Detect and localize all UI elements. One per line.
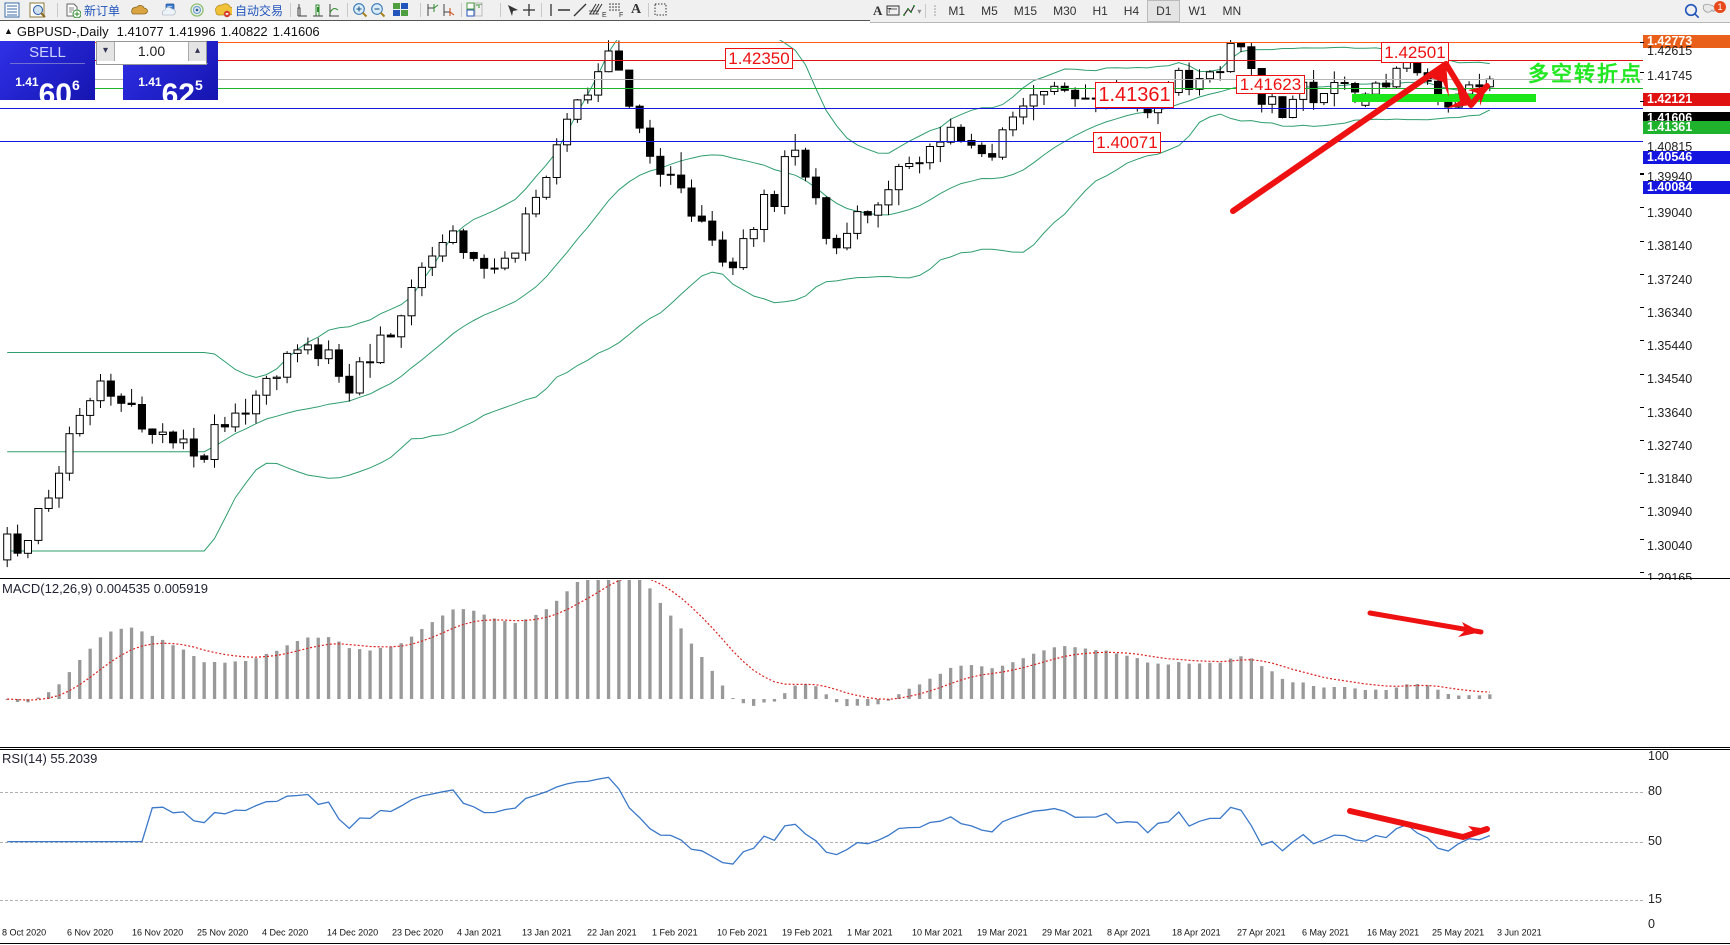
- svg-text:T: T: [887, 8, 892, 15]
- svg-text:E: E: [602, 12, 607, 18]
- svg-text:F: F: [619, 12, 623, 18]
